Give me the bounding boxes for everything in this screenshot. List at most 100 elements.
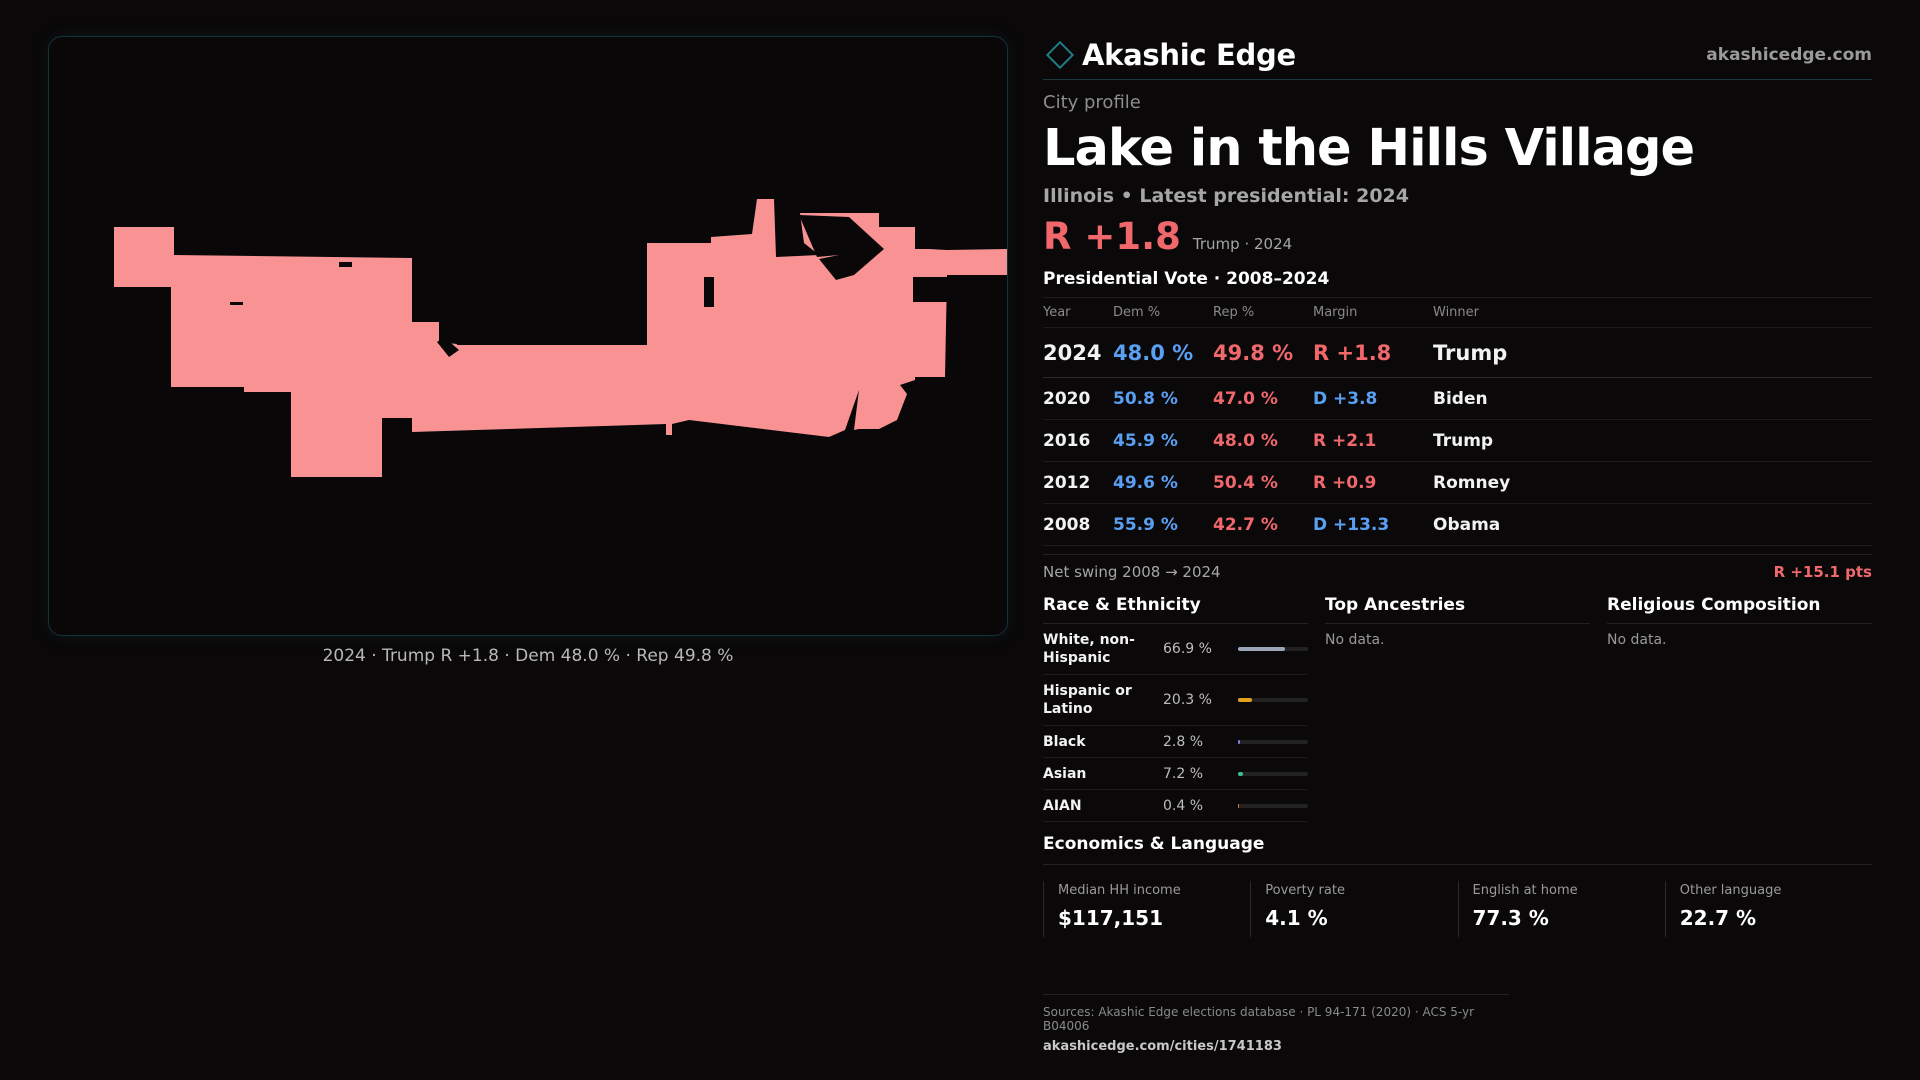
site-link[interactable]: akashicedge.com	[1706, 44, 1872, 65]
dem-pct-cell: 48.0 %	[1113, 327, 1213, 378]
race-bar	[1238, 647, 1308, 651]
net-swing: Net swing 2008 → 2024 R +15.1 pts	[1043, 554, 1872, 581]
econ-label: Median HH income	[1058, 883, 1181, 898]
race-bar	[1238, 698, 1308, 702]
rep-pct-cell: 49.8 %	[1213, 327, 1313, 378]
boundary-polygon	[54, 199, 1007, 477]
boundary-hole	[230, 302, 243, 305]
footer: Sources: Akashic Edge elections database…	[1043, 994, 1509, 1054]
brand-name: Akashic Edge	[1082, 37, 1296, 72]
race-title: Race & Ethnicity	[1043, 595, 1308, 624]
econ-cell: Median HH income $117,151	[1043, 881, 1250, 937]
diamond-logo-icon	[1045, 40, 1075, 69]
race-pct: 2.8 %	[1163, 733, 1204, 750]
headline-margin: R +1.8 Trump · 2024	[1043, 217, 1872, 257]
latest-margin: R +1.8	[1043, 215, 1181, 258]
race-row: White, non-Hispanic 66.9 %	[1043, 624, 1308, 675]
winner-cell: Biden	[1433, 377, 1872, 420]
header-rep: Rep %	[1213, 297, 1313, 328]
race-bar	[1238, 739, 1308, 744]
winner-cell: Trump	[1433, 327, 1872, 378]
vote-section-title: Presidential Vote · 2008–2024	[1043, 269, 1330, 289]
econ-label: English at home	[1472, 883, 1578, 898]
ancestries-empty: No data.	[1325, 632, 1385, 648]
econ-label: Other language	[1679, 883, 1782, 898]
demographics-section: Race & Ethnicity White, non-Hispanic 66.9…	[1043, 595, 1872, 822]
religion-column: Religious Composition No data.	[1607, 595, 1872, 822]
race-label: Black	[1043, 733, 1086, 750]
year-cell: 2016	[1043, 419, 1113, 462]
presidential-vote-table: Year Dem % Rep % Margin Winner 2024 48.0 …	[1043, 297, 1872, 546]
map-caption: 2024 · Trump R +1.8 · Dem 48.0 % · Rep 4…	[322, 646, 734, 666]
boundary-hole	[437, 337, 459, 357]
race-pct: 20.3 %	[1163, 692, 1212, 708]
ancestries-title: Top Ancestries	[1325, 595, 1590, 624]
table-row: 2008 55.9 % 42.7 % D +13.3 Obama	[1043, 503, 1872, 546]
rep-pct-cell: 47.0 %	[1213, 377, 1313, 420]
header-winner: Winner	[1433, 297, 1872, 328]
table-row: 2012 49.6 % 50.4 % R +0.9 Romney	[1043, 461, 1872, 504]
winner-cell: Trump	[1433, 419, 1872, 462]
dem-pct-cell: 49.6 %	[1113, 461, 1213, 504]
year-cell: 2020	[1043, 377, 1113, 420]
table-row: 2024 48.0 % 49.8 % R +1.8 Trump	[1043, 327, 1872, 378]
race-bar-fill	[1238, 803, 1240, 808]
dem-pct-cell: 50.8 %	[1113, 377, 1213, 420]
brand-header: Akashic Edge akashicedge.com	[1043, 30, 1872, 80]
header-year: Year	[1043, 297, 1113, 328]
race-pct: 66.9 %	[1163, 641, 1212, 657]
page-kicker: City profile	[1043, 92, 1141, 113]
margin-cell: R +2.1	[1313, 419, 1433, 462]
race-pct: 7.2 %	[1163, 765, 1204, 782]
year-cell: 2024	[1043, 327, 1113, 378]
race-bar-fill	[1238, 771, 1244, 776]
econ-label: Poverty rate	[1265, 883, 1345, 898]
profile-panel: Akashic Edge akashicedge.com City profil…	[1043, 30, 1872, 937]
race-ethnicity-column: Race & Ethnicity White, non-Hispanic 66.9…	[1043, 595, 1308, 822]
page-url-link[interactable]: akashicedge.com/cities/1741183	[1043, 1039, 1282, 1054]
rep-pct-cell: 42.7 %	[1213, 503, 1313, 546]
boundary-hole	[339, 262, 352, 267]
rep-pct-cell: 48.0 %	[1213, 419, 1313, 462]
religion-empty: No data.	[1607, 632, 1667, 648]
religion-title: Religious Composition	[1607, 595, 1872, 624]
economics-title: Economics & Language	[1043, 834, 1872, 865]
margin-cell: D +13.3	[1313, 503, 1433, 546]
econ-value: 77.3 %	[1472, 906, 1549, 930]
race-pct: 0.4 %	[1163, 797, 1204, 814]
table-header-row: Year Dem % Rep % Margin Winner	[1043, 297, 1872, 328]
year-cell: 2012	[1043, 461, 1113, 504]
margin-cell: R +1.8	[1313, 327, 1433, 378]
econ-cell: English at home 77.3 %	[1457, 881, 1665, 937]
brand[interactable]: Akashic Edge	[1043, 38, 1296, 72]
race-bar	[1238, 803, 1308, 808]
net-swing-label: Net swing 2008 → 2024	[1043, 563, 1221, 581]
race-row: AIAN 0.4 %	[1043, 790, 1308, 822]
race-row: Hispanic or Latino 20.3 %	[1043, 675, 1308, 726]
table-row: 2016 45.9 % 48.0 % R +2.1 Trump	[1043, 419, 1872, 462]
boundary-hole	[799, 215, 884, 280]
race-bar-fill	[1238, 647, 1285, 651]
race-bar	[1238, 771, 1308, 776]
winner-cell: Romney	[1433, 461, 1872, 504]
page-subtitle: Illinois • Latest presidential: 2024	[1043, 185, 1410, 207]
margin-cell: D +3.8	[1313, 377, 1433, 420]
winner-cell: Obama	[1433, 503, 1872, 546]
race-row: Asian 7.2 %	[1043, 758, 1308, 790]
econ-value: 4.1 %	[1265, 906, 1328, 930]
city-boundary-map[interactable]	[48, 36, 1008, 636]
ancestries-column: Top Ancestries No data.	[1325, 595, 1590, 822]
table-row: 2020 50.8 % 47.0 % D +3.8 Biden	[1043, 377, 1872, 420]
boundary-hole	[913, 277, 947, 302]
race-label: Hispanic or Latino	[1043, 683, 1132, 717]
boundary-polygon	[384, 344, 439, 418]
economics-grid: Median HH income $117,151 Poverty rate 4…	[1043, 881, 1872, 937]
race-label: White, non-Hispanic	[1043, 632, 1135, 666]
dem-pct-cell: 45.9 %	[1113, 419, 1213, 462]
margin-cell: R +0.9	[1313, 461, 1433, 504]
header-dem: Dem %	[1113, 297, 1213, 328]
rep-pct-cell: 50.4 %	[1213, 461, 1313, 504]
latest-margin-note: Trump · 2024	[1192, 235, 1293, 253]
header-margin: Margin	[1313, 297, 1433, 328]
race-row: Black 2.8 %	[1043, 726, 1308, 758]
